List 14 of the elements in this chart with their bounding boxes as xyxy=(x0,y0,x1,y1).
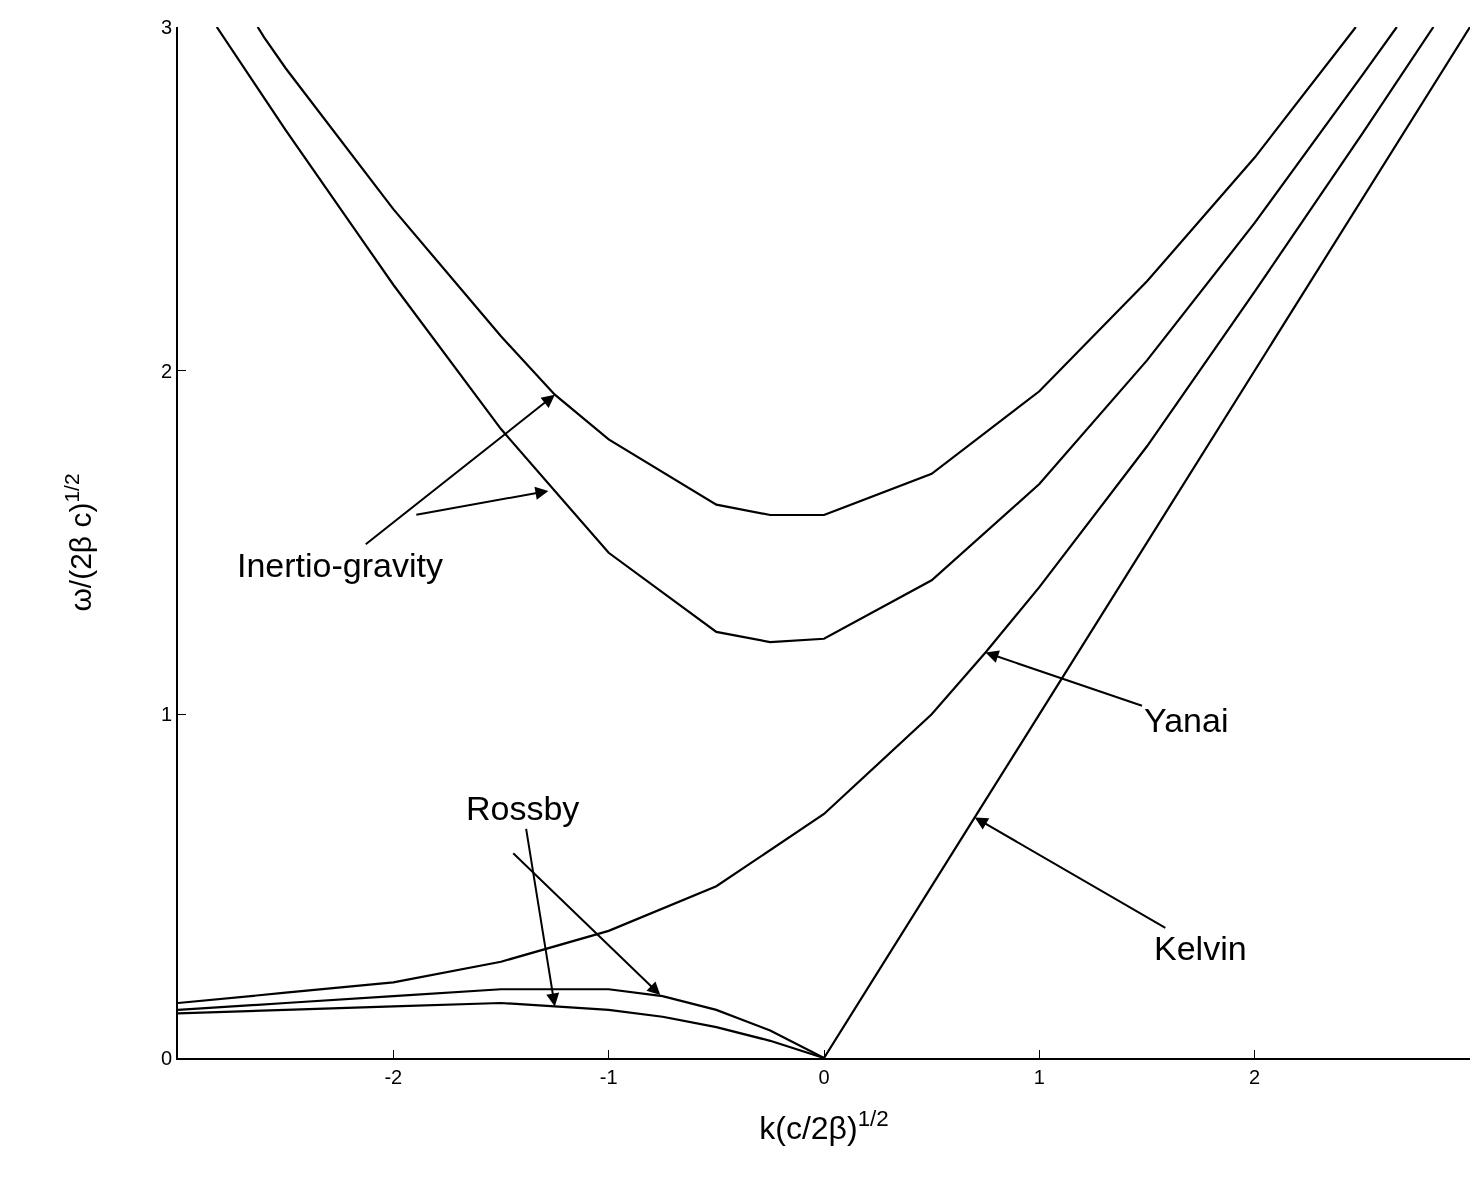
x-tick-label: -2 xyxy=(384,1066,403,1088)
y-tick-label: 2 xyxy=(160,359,172,382)
y-tick-label: 3 xyxy=(160,16,172,38)
annotation: Rossby xyxy=(466,789,580,827)
annotation: Inertio-gravity xyxy=(237,546,443,584)
x-axis-title: k(c/2β)$^{1/2}$ xyxy=(759,1105,889,1147)
x-tick-label: 0 xyxy=(818,1066,830,1088)
annotation: Kelvin xyxy=(1154,929,1247,967)
annotation: Yanai xyxy=(1144,701,1229,739)
x-tick-label: 1 xyxy=(1033,1066,1045,1088)
x-tick-label: 2 xyxy=(1249,1066,1261,1088)
y-tick-label: 1 xyxy=(160,703,172,726)
x-tick-label: -1 xyxy=(599,1066,618,1088)
y-tick-label: 0 xyxy=(160,1047,172,1069)
